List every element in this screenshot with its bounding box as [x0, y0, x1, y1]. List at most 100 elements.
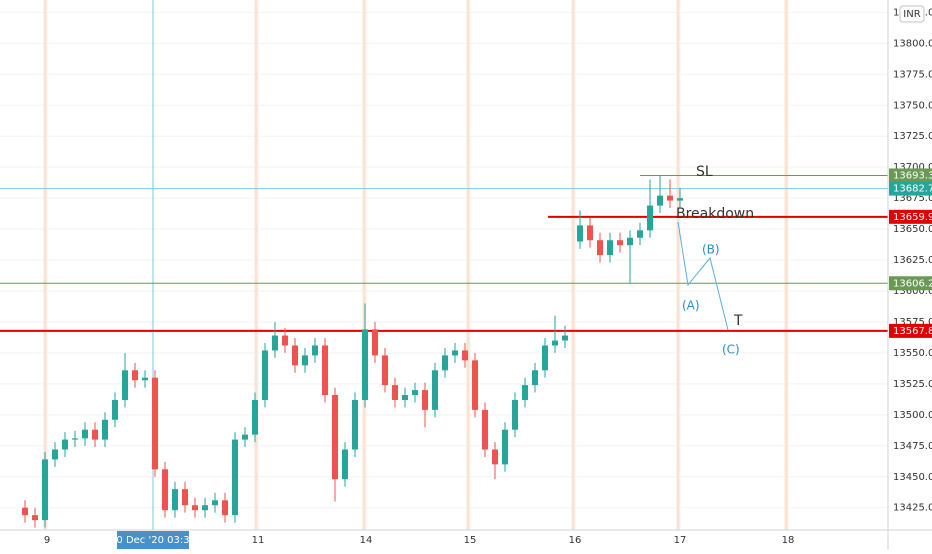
candle-body	[172, 489, 178, 511]
candle-body	[472, 360, 478, 410]
currency-badge[interactable]	[899, 5, 925, 23]
y-tick-label: 13575.00	[893, 317, 932, 328]
price-label-box	[889, 276, 932, 291]
candle-body	[62, 439, 68, 450]
y-tick-label: 13800.00	[893, 38, 932, 49]
y-tick-label: 13475.00	[893, 441, 932, 452]
candle-body	[512, 399, 518, 430]
y-tick-label: 13650.00	[893, 224, 932, 235]
candle-body	[262, 350, 268, 400]
candle-body	[122, 370, 128, 400]
price-label: 13682.70	[893, 184, 932, 195]
candle-body	[302, 355, 308, 366]
candle-body	[32, 515, 38, 521]
candle-body	[112, 399, 118, 420]
x-tick-label: 15	[464, 535, 477, 546]
annotation: Breakdown	[676, 206, 754, 222]
candle-body	[272, 335, 278, 351]
candle-body	[532, 370, 538, 386]
candle-body	[412, 390, 418, 396]
candle-body	[282, 335, 288, 346]
candle-body	[562, 335, 568, 341]
x-tick-label: 11	[252, 535, 265, 546]
wave-projection	[677, 221, 729, 331]
candle-body	[312, 345, 318, 356]
candle-body	[162, 469, 168, 511]
annotation: (C)	[722, 343, 740, 357]
price-label-box	[889, 209, 932, 224]
candle-body	[392, 385, 398, 400]
x-tick-label: 16	[569, 535, 582, 546]
axis-layer: 13425.00 13450.00 13475.00 13500.00 13525.00…	[44, 7, 932, 549]
candle-body	[22, 507, 28, 516]
y-tick-label: 13500.00	[893, 410, 932, 421]
y-tick-label: 13625.00	[893, 255, 932, 266]
grid-layer	[0, 0, 888, 530]
annotation: (B)	[702, 243, 720, 257]
candle-body	[382, 355, 388, 386]
y-tick-label: 13750.00	[893, 100, 932, 111]
candle-body	[432, 370, 438, 410]
y-tick-label: 13550.00	[893, 348, 932, 359]
candle-body	[252, 399, 258, 435]
y-tick-label: 13525.00	[893, 379, 932, 390]
candle-body	[542, 345, 548, 371]
candle-body	[522, 385, 528, 400]
candle-body	[362, 329, 368, 400]
currency: INR	[903, 9, 920, 20]
candle-layer	[22, 175, 683, 528]
price-label-box	[889, 168, 932, 183]
candle-body	[192, 505, 198, 511]
y-tick-label: 13450.00	[893, 472, 932, 483]
candle-body	[402, 395, 408, 400]
candle-body	[72, 438, 78, 440]
candle-body	[607, 240, 613, 256]
candle-body	[342, 449, 348, 480]
candle-body	[587, 225, 593, 241]
candle-body	[102, 419, 108, 440]
x-tick-label: 17	[674, 535, 687, 546]
candle-body	[422, 390, 428, 410]
annotation: SL	[696, 164, 713, 180]
price-line-layer	[0, 0, 888, 530]
price-label: 13606.25	[893, 278, 932, 289]
candle-body	[352, 399, 358, 450]
candle-body	[132, 370, 138, 381]
annotation: (A)	[682, 299, 700, 313]
y-tick-label: 13775.00	[893, 69, 932, 80]
price-label: 13693.30	[893, 170, 932, 181]
candle-body	[657, 195, 663, 206]
candle-body	[667, 195, 673, 201]
candle-body	[647, 205, 653, 231]
candle-body	[182, 489, 188, 506]
candle-body	[442, 355, 448, 371]
candle-body	[627, 237, 633, 246]
candle-body	[617, 240, 623, 246]
candle-body	[322, 345, 328, 396]
x-tick-label: 9	[44, 535, 50, 546]
y-tick-label: 13425.00	[893, 503, 932, 514]
price-label-box	[889, 323, 932, 338]
time-label-box	[117, 531, 189, 549]
candle-body	[152, 377, 158, 470]
candle-body	[552, 340, 558, 346]
y-tick-label: 13675.00	[893, 193, 932, 204]
candle-body	[92, 429, 98, 440]
candle-body	[452, 350, 458, 356]
price-label-box	[889, 181, 932, 196]
y-tick-label: 13600.00	[893, 286, 932, 297]
candle-body	[492, 449, 498, 465]
candle-body	[232, 439, 238, 516]
candle-body	[502, 429, 508, 465]
x-tick-label: 14	[360, 535, 373, 546]
annotation: T	[733, 313, 743, 329]
candle-body	[637, 230, 643, 238]
candle-body	[677, 198, 683, 201]
candle-body	[462, 350, 468, 361]
time-label: 10 Dec '20 03:30	[110, 535, 196, 546]
candle-body	[52, 449, 58, 460]
price-label: 13567.80	[893, 326, 932, 337]
candle-body	[597, 240, 603, 256]
